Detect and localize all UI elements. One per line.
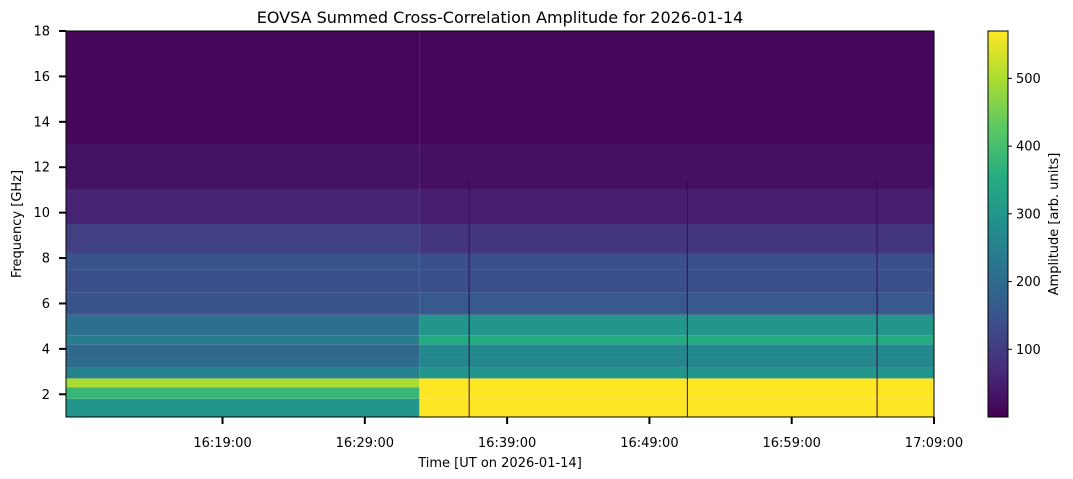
x-tick-label-0: 16:19:00 [193,436,251,451]
band-2-after [419,378,935,388]
y-tick-label-14: 14 [33,115,50,130]
chart-title: EOVSA Summed Cross-Correlation Amplitude… [257,8,744,27]
y-axis: 2 4 6 8 10 12 14 16 18 [33,25,66,403]
y-tick-label-16: 16 [33,70,50,85]
band-14-after [419,31,935,145]
band-6-before [66,335,420,345]
band-4-before [66,357,420,368]
band-13-after [419,144,935,190]
band-13-before [66,144,420,190]
spectrogram-heatmap [66,31,935,417]
y-tick-label-18: 18 [33,25,50,40]
band-5-after [419,344,935,358]
band-8-before [66,292,420,315]
y-tick-label-6: 6 [42,297,50,312]
band-9-after [419,269,935,293]
colorbar-tick-label-100: 100 [1016,343,1041,358]
band-2-before [66,378,420,388]
colorbar-label: Amplitude [arb. units] [1047,153,1062,296]
band-5-before [66,344,420,358]
colorbar [987,30,1009,418]
band-6-after [419,335,935,345]
x-tick-label-2: 16:39:00 [478,436,536,451]
band-0-before [66,398,420,417]
x-tick-label-3: 16:49:00 [620,436,678,451]
x-tick-label-1: 16:29:00 [336,436,394,451]
band-7-before [66,314,420,336]
y-tick-label-12: 12 [33,161,50,176]
event-lines [468,180,878,417]
band-12-after [419,189,935,224]
colorbar-tick-label-200: 200 [1016,275,1041,290]
y-axis-label: Frequency [GHz] [10,170,25,278]
band-10-before [66,253,420,270]
y-tick-label-8: 8 [42,252,50,267]
x-tick-label-4: 16:59:00 [763,436,821,451]
plot-frame [65,30,935,418]
band-11-before [66,224,420,254]
x-tick-label-5: 17:09:00 [905,436,963,451]
band-10-after [419,253,935,270]
y-tick-label-2: 2 [42,388,50,403]
y-tick-label-4: 4 [42,342,50,357]
band-12-before [66,189,420,224]
colorbar-axis: 100 200 300 400 500 [1008,72,1041,358]
band-11-after [419,224,935,254]
band-1-before [66,387,420,399]
band-7-after [419,314,935,336]
band-4-after [419,357,935,368]
y-tick-label-10: 10 [33,206,50,221]
band-8-after [419,292,935,315]
colorbar-tick-label-500: 500 [1016,72,1041,87]
band-3-before [66,367,420,379]
colorbar-tick-label-300: 300 [1016,207,1041,222]
x-axis-label: Time [UT on 2026-01-14] [417,456,582,471]
band-9-before [66,269,420,293]
band-14-before [66,31,420,145]
colorbar-tick-label-400: 400 [1016,140,1041,155]
band-0-after [419,398,935,417]
band-1-after [419,387,935,399]
x-axis: 16:19:00 16:29:00 16:39:00 16:49:00 16:59:00… [193,417,963,451]
band-3-after [419,367,935,379]
